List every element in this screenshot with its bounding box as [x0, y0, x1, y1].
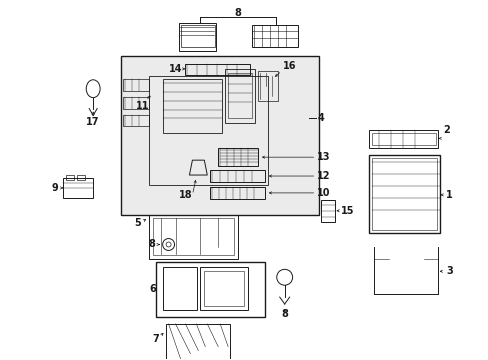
- Bar: [224, 69, 254, 123]
- Text: 1: 1: [446, 190, 452, 200]
- Bar: [321, 200, 335, 222]
- Bar: [121, 56, 319, 215]
- Bar: [122, 96, 148, 109]
- Bar: [152, 218, 234, 255]
- Bar: [200, 267, 247, 310]
- Text: 14: 14: [169, 64, 182, 74]
- Text: 3: 3: [446, 266, 452, 276]
- Text: 18: 18: [178, 190, 192, 200]
- Text: 7: 7: [152, 334, 158, 344]
- Bar: [371, 158, 437, 230]
- Text: 17: 17: [86, 117, 100, 127]
- Bar: [368, 130, 438, 148]
- Bar: [251, 25, 297, 47]
- Bar: [185, 64, 249, 75]
- Text: 11: 11: [136, 100, 149, 111]
- Text: 13: 13: [317, 152, 330, 162]
- Text: 16: 16: [282, 61, 296, 71]
- Bar: [228, 73, 251, 118]
- Text: 4: 4: [317, 113, 324, 123]
- Bar: [163, 267, 197, 310]
- Bar: [368, 155, 440, 233]
- Text: 10: 10: [317, 188, 330, 198]
- Text: 9: 9: [52, 183, 59, 193]
- Bar: [155, 262, 264, 317]
- Text: 6: 6: [149, 284, 155, 294]
- Bar: [371, 133, 435, 145]
- Bar: [148, 76, 267, 185]
- Bar: [77, 175, 85, 180]
- Bar: [63, 178, 93, 198]
- Bar: [181, 25, 215, 47]
- Bar: [165, 324, 230, 359]
- Bar: [163, 79, 222, 133]
- Bar: [218, 148, 257, 166]
- Bar: [257, 71, 277, 100]
- Text: 15: 15: [341, 206, 354, 216]
- Bar: [148, 215, 238, 260]
- Text: 12: 12: [317, 171, 330, 181]
- Text: 2: 2: [443, 125, 449, 135]
- Bar: [122, 79, 148, 91]
- Bar: [204, 271, 244, 306]
- Bar: [66, 175, 74, 180]
- Text: 8: 8: [234, 8, 241, 18]
- Text: 8: 8: [148, 239, 155, 249]
- Bar: [122, 114, 148, 126]
- Bar: [210, 187, 264, 199]
- Bar: [178, 23, 216, 51]
- Text: 5: 5: [134, 218, 141, 228]
- Bar: [210, 170, 264, 182]
- Text: 8: 8: [281, 309, 287, 319]
